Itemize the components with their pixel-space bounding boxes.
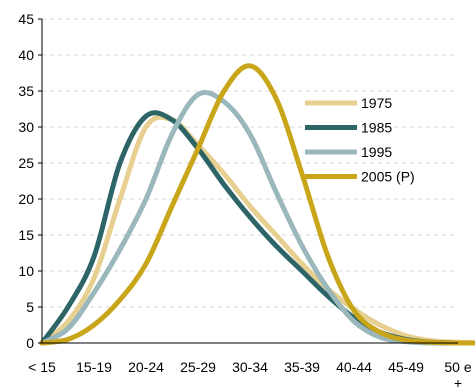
- x-tick-label: 20-24: [128, 359, 164, 375]
- y-tick-label: 10: [18, 263, 34, 279]
- y-tick-label: 35: [18, 83, 34, 99]
- y-tick-label: 30: [18, 119, 34, 135]
- legend-label: 1975: [361, 95, 392, 111]
- legend-label: 1995: [361, 144, 392, 160]
- gridlines: [42, 18, 458, 308]
- y-tick-label: 20: [18, 191, 34, 207]
- x-tick-label: 25-29: [180, 359, 216, 375]
- y-tick-label: 45: [18, 11, 34, 27]
- x-tick-label: 45-49: [388, 359, 424, 375]
- legend-label: 1985: [361, 120, 392, 136]
- y-tick-label: 0: [26, 335, 34, 351]
- x-tick-label: 30-34: [232, 359, 268, 375]
- x-tick-label: 35-39: [284, 359, 320, 375]
- x-tick-label-wrap: +: [454, 375, 462, 391]
- x-tick-label: 15-19: [76, 359, 112, 375]
- x-axis: < 15 15-19 20-24 25-29 30-34 35-39 40-44 45-49 5…: [28, 342, 472, 391]
- x-tick-label: 50 e: [444, 359, 471, 375]
- series-lines: [39, 63, 475, 346]
- legend: 1975 1985 1995 2005 (P): [305, 95, 415, 185]
- x-tick-label: 40-44: [336, 359, 372, 375]
- series-line-2005-P: [39, 63, 475, 346]
- x-tick-label: < 15: [28, 359, 56, 375]
- legend-label: 2005 (P): [361, 169, 415, 185]
- y-tick-label: 5: [26, 299, 34, 315]
- y-tick-label: 25: [18, 155, 34, 171]
- y-tick-label: 15: [18, 227, 34, 243]
- y-axis: 0 5 10 15 20 25 30 35 40 45: [18, 11, 43, 351]
- y-tick-label: 40: [18, 47, 34, 63]
